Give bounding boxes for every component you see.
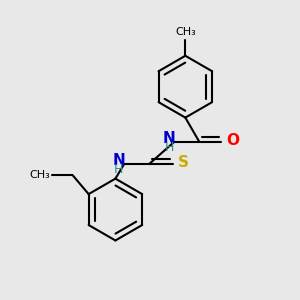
Text: CH₃: CH₃ bbox=[175, 27, 196, 37]
Text: O: O bbox=[227, 133, 240, 148]
Text: H: H bbox=[164, 141, 174, 154]
Text: N: N bbox=[112, 153, 125, 168]
Text: S: S bbox=[178, 155, 189, 170]
Text: H: H bbox=[114, 163, 124, 176]
Text: N: N bbox=[163, 131, 176, 146]
Text: CH₃: CH₃ bbox=[30, 170, 50, 180]
